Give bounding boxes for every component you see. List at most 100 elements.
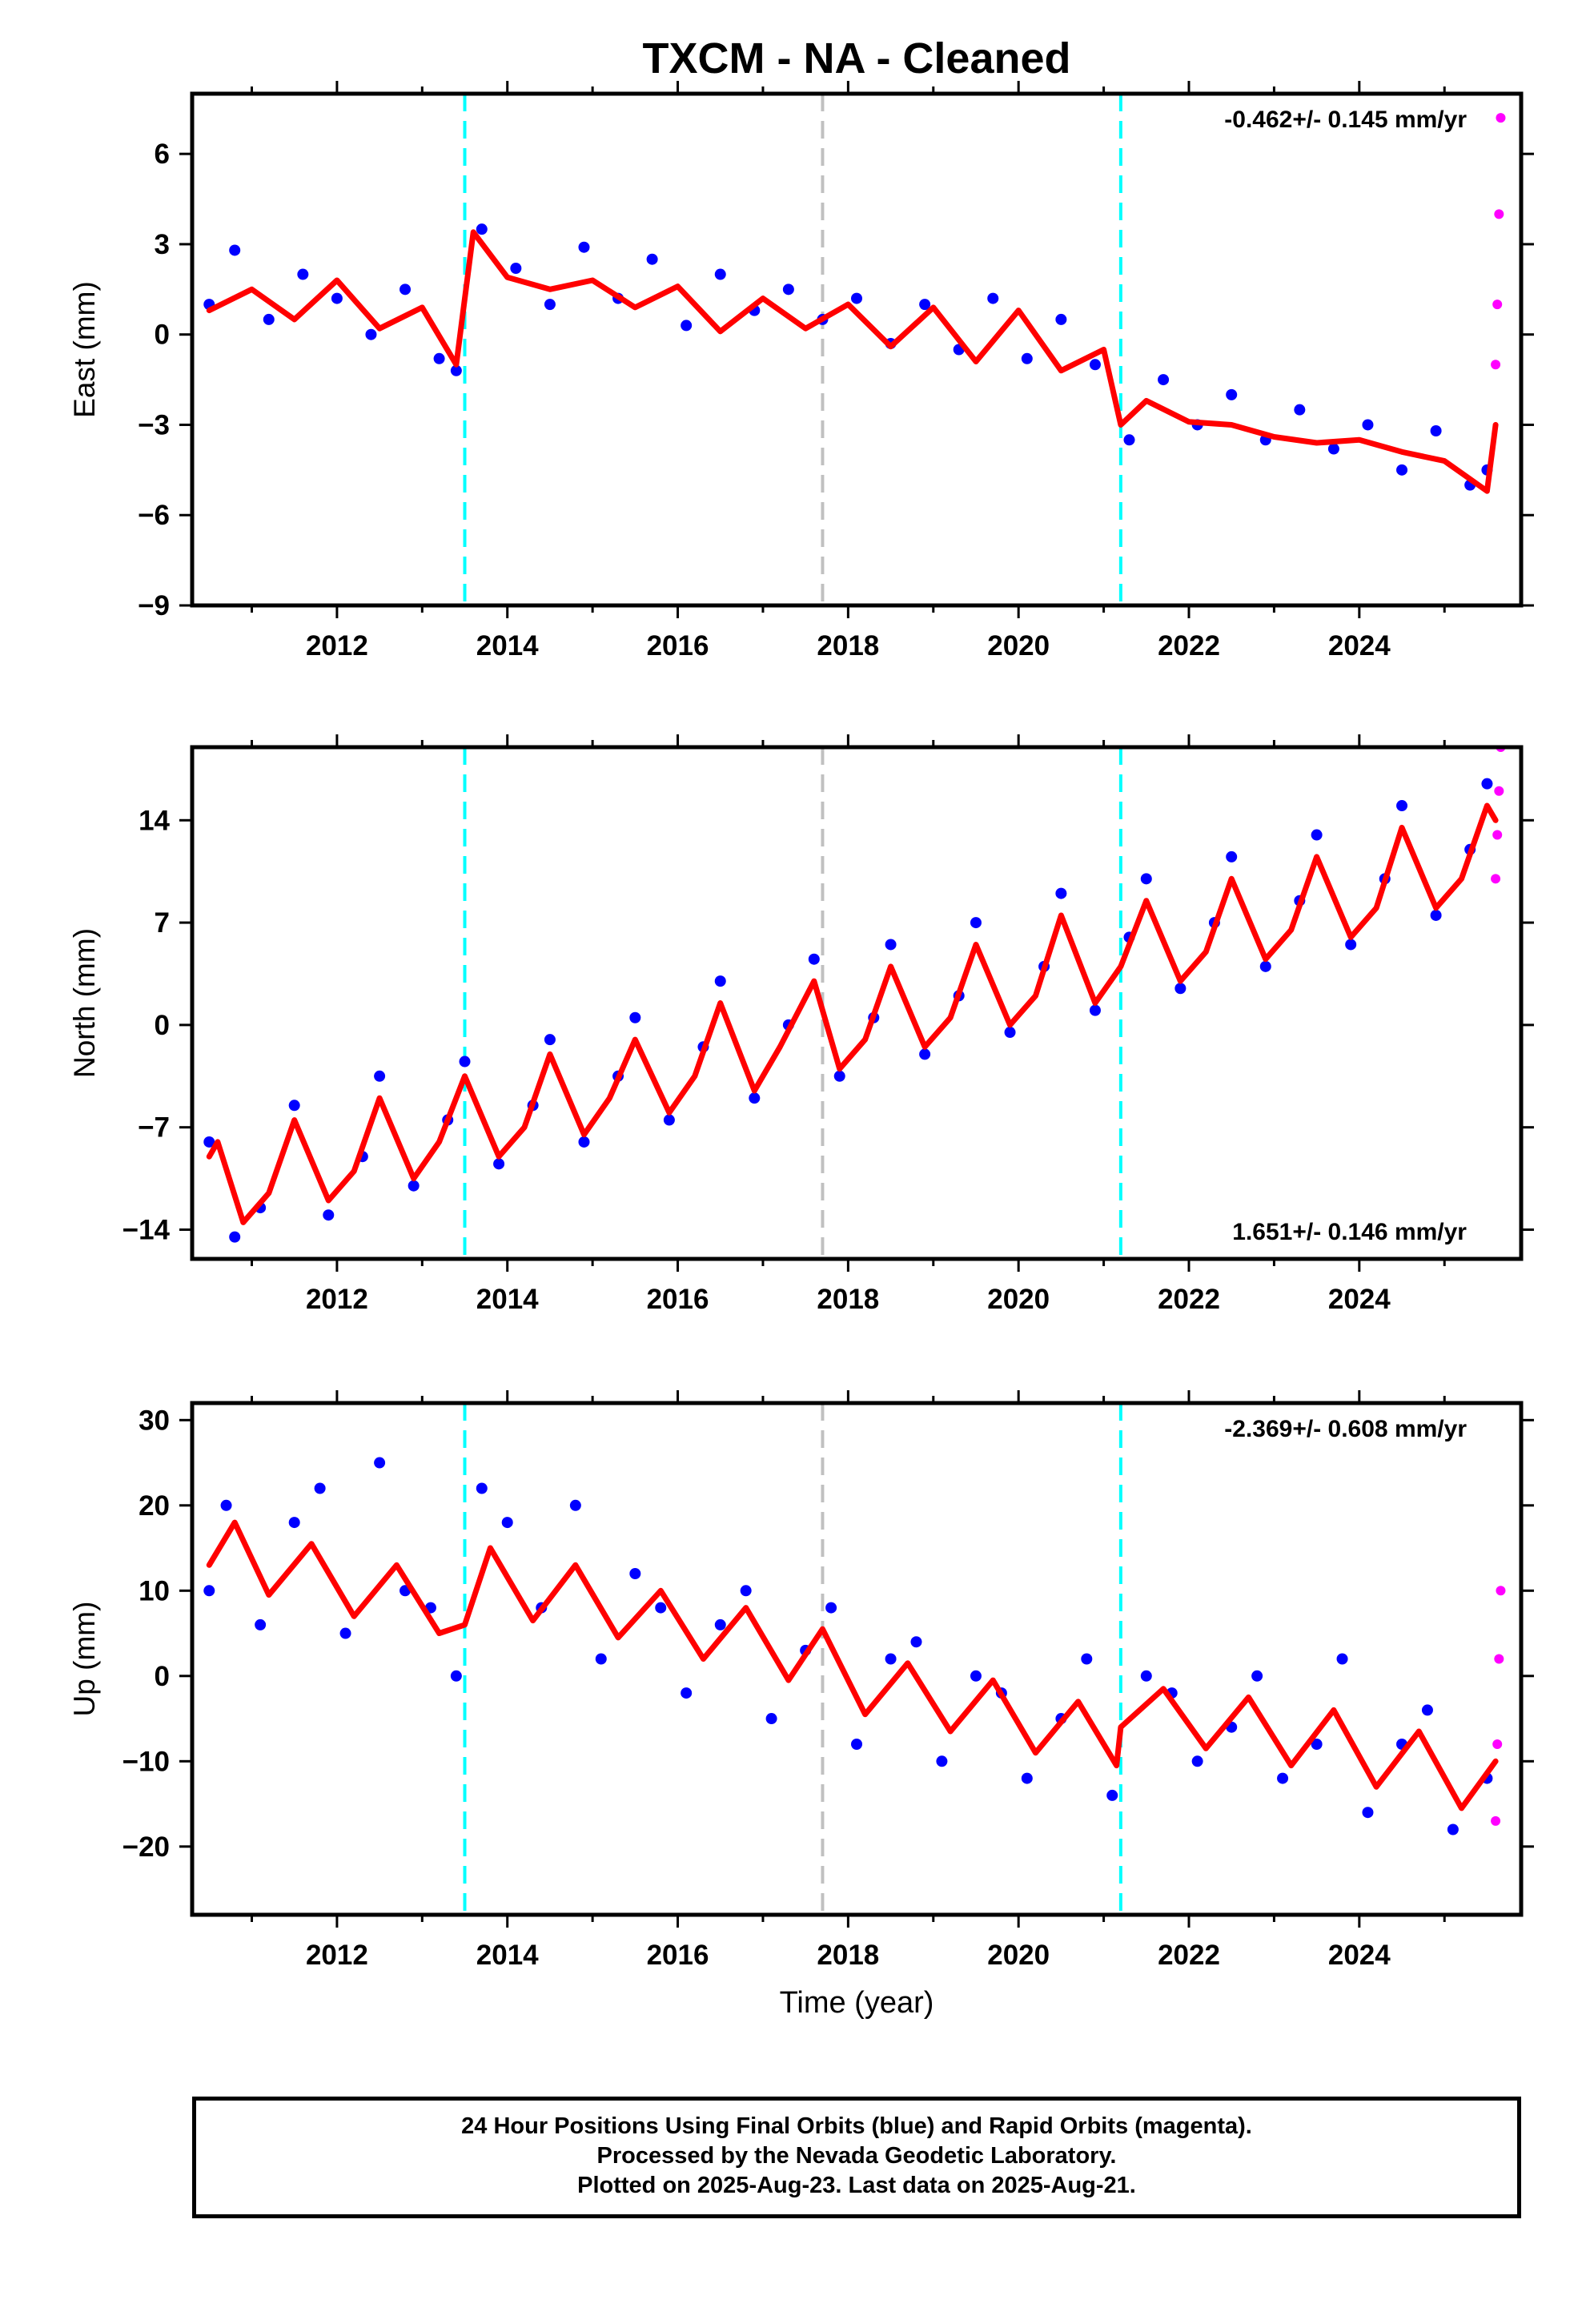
up-final-point — [629, 1568, 641, 1579]
north-xtick-label: 2020 — [987, 1284, 1050, 1315]
north-final-point — [808, 953, 820, 965]
east-final-point — [1396, 464, 1408, 476]
up-model-fit-line — [206, 1519, 1499, 1811]
north-final-point — [544, 1034, 556, 1046]
up-final-point — [885, 1653, 897, 1665]
east-xtick-label: 2020 — [987, 630, 1050, 661]
east-final-point — [400, 283, 412, 296]
up-final-point — [1081, 1653, 1093, 1665]
east-final-point — [476, 223, 488, 235]
north-rate-label: 1.651+/- 0.146 mm/yr — [1232, 1219, 1467, 1245]
up-xtick-label: 2018 — [817, 1940, 879, 1971]
north-ytick-label: 0 — [155, 1010, 170, 1041]
east-final-point — [919, 299, 931, 311]
north-rapid-point — [1492, 830, 1503, 840]
north-final-point — [459, 1055, 471, 1068]
east-rapid-point — [1494, 209, 1504, 219]
north-ytick-label: −7 — [138, 1112, 170, 1144]
east-final-point — [1089, 359, 1101, 371]
footer-line-1: 24 Hour Positions Using Final Orbits (bl… — [461, 2113, 1252, 2139]
north-xtick-label: 2016 — [647, 1284, 709, 1315]
north-ytick-label: 14 — [139, 805, 170, 836]
north-final-point — [1226, 850, 1238, 862]
north-final-point — [749, 1092, 761, 1104]
north-final-point — [1089, 1004, 1101, 1016]
up-final-point — [314, 1482, 326, 1494]
up-final-point — [288, 1517, 300, 1529]
north-xtick-label: 2024 — [1328, 1284, 1391, 1315]
north-final-point — [1345, 939, 1357, 951]
up-xtick-label: 2020 — [987, 1940, 1050, 1971]
east-rate-label: -0.462+/- 0.145 mm/yr — [1224, 107, 1467, 133]
up-xtick-label: 2022 — [1158, 1940, 1220, 1971]
north-final-point — [578, 1136, 590, 1148]
east-final-point — [1226, 388, 1238, 400]
north-final-point — [1055, 887, 1067, 899]
east-final-point — [987, 292, 999, 304]
up-plot-frame — [190, 1401, 1524, 1917]
up-final-point — [595, 1653, 607, 1665]
up-xtick-label: 2016 — [647, 1940, 709, 1971]
up-ytick-label: 10 — [139, 1575, 170, 1606]
north-final-point — [833, 1070, 845, 1082]
east-data-layer — [203, 94, 1506, 605]
up-rapid-point — [1494, 1654, 1504, 1664]
east-ytick-label: −3 — [138, 409, 170, 440]
up-ytick-label: −20 — [122, 1831, 170, 1863]
east-final-point — [331, 292, 343, 304]
up-xlabel: Time (year) — [780, 1986, 934, 2020]
east-final-point — [365, 328, 377, 340]
east-final-point — [1430, 424, 1442, 436]
up-final-point — [714, 1618, 726, 1630]
up-final-point — [476, 1482, 488, 1494]
east-final-point — [851, 292, 862, 304]
east-ytick-label: −6 — [138, 500, 170, 531]
up-final-point — [374, 1457, 386, 1469]
east-final-point — [681, 320, 693, 332]
east-xtick-label: 2016 — [647, 630, 709, 661]
up-rapid-point — [1496, 1586, 1506, 1596]
east-xtick-label: 2012 — [306, 630, 368, 661]
north-final-point — [1481, 778, 1493, 790]
north-final-point — [663, 1114, 675, 1126]
up-rapid-point — [1491, 1815, 1501, 1826]
north-ytick-label: −14 — [122, 1214, 171, 1245]
north-xtick-label: 2018 — [817, 1284, 879, 1315]
up-final-point — [1336, 1653, 1348, 1665]
north-final-point — [229, 1231, 241, 1243]
east-final-point — [782, 283, 794, 296]
east-final-point — [1123, 434, 1135, 446]
north-ytick-label: 7 — [155, 907, 170, 939]
north-rapid-point — [1494, 786, 1504, 796]
north-final-point — [1396, 800, 1408, 812]
footer-line-2: Processed by the Nevada Geodetic Laborat… — [596, 2143, 1117, 2169]
up-final-point — [569, 1499, 581, 1511]
north-model-fit-line — [206, 802, 1499, 1225]
north-final-point — [493, 1158, 505, 1170]
up-ytick-label: 0 — [155, 1661, 170, 1692]
east-model-fit-line — [206, 229, 1499, 494]
up-panel: −20 −10 0 10 20 30 2012 2014 2016 2018 2020 2022 202… — [68, 1390, 1534, 2020]
up-final-point — [339, 1627, 351, 1639]
east-final-point — [1294, 404, 1306, 416]
up-final-point — [1191, 1755, 1203, 1767]
north-final-point — [714, 975, 726, 987]
east-ytick-label: 0 — [155, 320, 170, 351]
east-final-point — [1362, 419, 1374, 431]
up-final-point — [1251, 1670, 1263, 1682]
north-final-point — [323, 1209, 335, 1221]
east-final-point — [1158, 374, 1170, 386]
up-final-point — [970, 1670, 982, 1682]
up-final-point — [450, 1670, 462, 1682]
up-ylabel: Up (mm) — [68, 1602, 101, 1717]
up-xtick-label: 2024 — [1328, 1940, 1391, 1971]
north-xtick-label: 2022 — [1158, 1284, 1220, 1315]
north-data-layer — [203, 747, 1506, 1259]
north-ylabel: North (mm) — [68, 928, 101, 1078]
up-ytick-label: 20 — [139, 1490, 170, 1522]
east-final-point — [510, 263, 522, 275]
north-panel: −14 −7 0 7 14 2012 2014 2016 2018 2020 2022 2024 Nor… — [68, 734, 1534, 1315]
north-rapid-point — [1491, 874, 1501, 884]
east-rapid-point — [1491, 360, 1501, 370]
